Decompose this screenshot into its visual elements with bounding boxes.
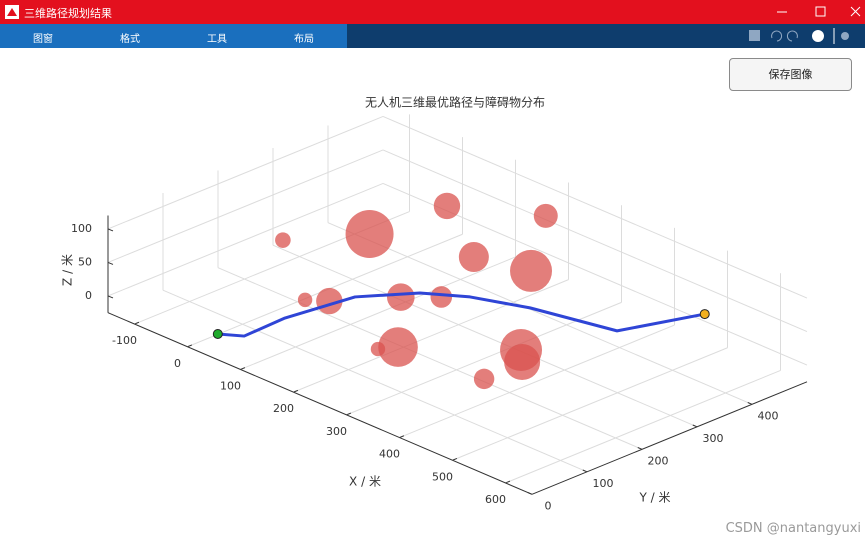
x-tick-label: 600 [485,493,506,506]
x-tick [452,457,458,461]
x-tick [293,389,299,393]
goal-marker [699,309,710,320]
y-tick-label: 400 [758,409,779,422]
obstacle [345,210,394,259]
y-axis-label: Y / 米 [638,491,670,505]
y-tick [692,424,698,428]
menu-item[interactable]: 布局 [294,34,314,45]
save-button[interactable]: 保存图像 [729,58,852,91]
obstacle [275,232,291,248]
x-tick-label: 200 [273,402,294,415]
y-tick-label: 100 [593,477,614,490]
y-tick [637,447,643,450]
y-tick-label: 200 [648,454,669,467]
obstacle [458,242,489,273]
z-tick-label: 0 [85,289,92,302]
window-title: 三维路径规划结果 [24,7,112,20]
menu-item[interactable]: 格式 [120,34,140,45]
grid-line [162,289,588,473]
obstacle [473,368,495,390]
obstacle [370,341,386,357]
z-tick [107,228,114,232]
y-tick [747,402,753,405]
x-tick-label: 300 [326,425,347,438]
x-tick [240,367,246,370]
x-axis-label: X / 米 [349,475,381,489]
z-tick [107,261,114,265]
obstacle [430,286,453,308]
x-tick-label: 100 [220,379,241,392]
grid-line [217,267,643,450]
y-tick [582,469,588,473]
grid-line [272,244,698,428]
x-tick-label: 0 [174,357,181,370]
menu-item[interactable]: 图窗 [33,34,53,45]
grid-line [382,149,808,333]
y-tick-label: 300 [703,432,724,445]
z-axis-label: Z / 米 [61,254,75,286]
grid-line [505,369,781,484]
obstacle [433,192,461,220]
obstacle [378,327,418,367]
y-axis [531,381,808,495]
grid-line [327,222,753,405]
z-tick [107,295,114,299]
title-bar: 三维路径规划结果 [0,0,865,24]
z-tick-label: 50 [78,255,92,268]
toolbar-icons[interactable] [745,24,865,48]
x-tick [187,344,193,348]
obstacle [504,343,541,380]
x-tick-label: 400 [379,448,400,461]
grid-line [382,115,808,299]
x-axis [107,312,533,495]
chart-title: 无人机三维最优路径与障碍物分布 [365,95,545,110]
obstacle [510,249,553,292]
start-marker [212,328,223,339]
grid-line [107,182,384,297]
x-tick [346,412,352,416]
grid-line [293,279,569,393]
x-tick [399,435,405,439]
grid-line [399,324,675,439]
x-tick [505,480,511,484]
obstacle [386,283,415,311]
grid-line [107,115,384,230]
grid-line [107,149,384,263]
chart: 无人机三维最优路径与障碍物分布 X / 米 Y / 米 Z / 米 -100 0 1… [61,95,808,512]
x-tick-label: 500 [432,470,453,483]
menu-item[interactable]: 工具 [207,34,227,45]
menu-bar: 图窗 格式 工具 布局 [0,24,865,48]
menu-bg [0,24,347,48]
window-controls[interactable] [765,0,865,24]
grid-line [452,347,728,461]
x-tick [134,321,140,325]
grid-line [240,256,516,370]
obstacle [297,292,313,308]
x-tick-label: -100 [112,334,137,347]
watermark: CSDN @nantangyuxi [725,521,861,536]
obstacle [533,203,558,228]
path-line [217,291,706,338]
app-icon [5,5,19,19]
z-tick-label: 100 [71,222,92,235]
y-tick-label: 0 [545,499,552,512]
